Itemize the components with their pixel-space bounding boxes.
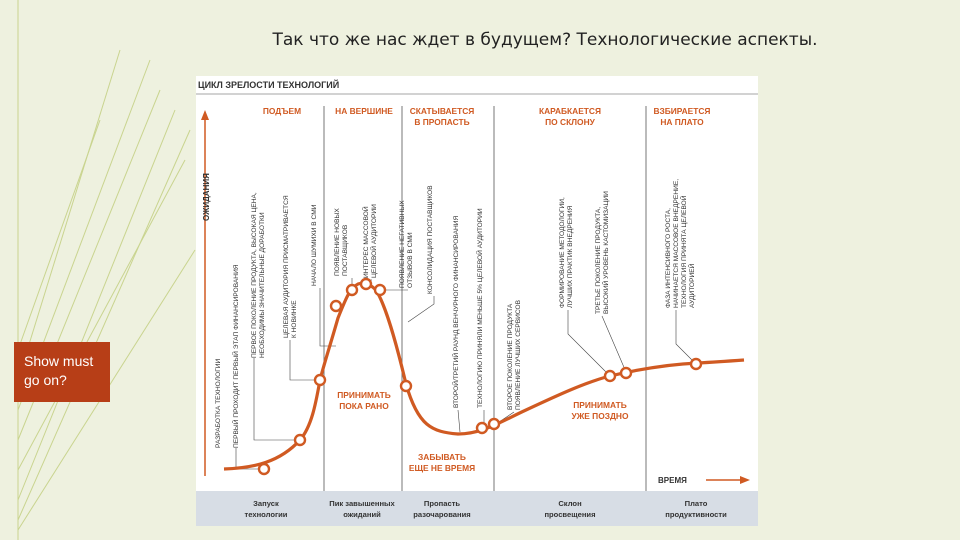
event-label-7b: ОТЗЫВОВ В СМИ <box>407 232 414 288</box>
event-label-2b: НЕОБХОДИМЫ ЗНАЧИТЕЛЬНЫЕ ДОРАБОТКИ <box>259 212 266 358</box>
event-label-11a: ВТОРОЕ ПОКОЛЕНИЕ ПРОДУКТА <box>507 303 514 410</box>
phase-fall-2: В ПРОПАСТЬ <box>414 117 469 127</box>
phase-plateau-1: ВЗБИРАЕТСЯ <box>654 106 711 116</box>
event-label-9: ВТОРОЙ/ТРЕТИЙ РАУНД ВЕНЧУРНОГО ФИНАНСИРО… <box>451 216 460 408</box>
hype-cycle-svg: ЦИКЛ ЗРЕЛОСТИ ТЕХНОЛОГИЙ ПОДЪЕМ НА ВЕРШИ… <box>196 79 758 526</box>
event-label-6a: ИНТЕРЕС МАССОВОЙ <box>361 206 370 278</box>
stage-band <box>196 491 758 526</box>
event-label-13b: ВЫСОКИЙ УРОВЕНЬ КАСТОМИЗАЦИИ <box>601 191 610 314</box>
phase-plateau-2: НА ПЛАТО <box>660 117 704 127</box>
phase-rise: ПОДЪЕМ <box>263 106 301 116</box>
note-not-yet-2: ЕЩЕ НЕ ВРЕМЯ <box>409 463 475 473</box>
stage-3-line2: просвещения <box>544 510 595 519</box>
stage-1-line2: ожиданий <box>343 510 381 519</box>
event-label-13a: ТРЕТЬЕ ПОКОЛЕНИЕ ПРОДУКТА, <box>595 207 602 314</box>
event-label-8: КОНСОЛИДАЦИЯ ПОСТАВЩИКОВ <box>427 185 434 294</box>
event-label-14d: АУДИТОРИЕЙ <box>687 263 696 308</box>
decorative-lines <box>17 0 196 540</box>
stage-3-line1: Склон <box>558 499 582 508</box>
event-label-14a: ФАЗА ИНТЕНСИВНОГО РОСТА, <box>665 208 672 308</box>
event-label-1: ПЕРВЫЙ ПРОХОДИТ ПЕРВЫЙ ЭТАП ФИНАНСИРОВАН… <box>231 264 240 448</box>
stage-2-line1: Пропасть <box>424 499 460 508</box>
event-label-10: ТЕХНОЛОГИЮ ПРИНЯЛИ МЕНЬШЕ 5% ЦЕЛЕВОЙ АУД… <box>475 208 484 408</box>
y-axis-label: ОЖИДАНИЯ <box>202 173 211 221</box>
event-label-4: НАЧАЛО ШУМИХИ В СМИ <box>311 204 318 286</box>
stage-0-line2: технологии <box>245 510 288 519</box>
note-box: Show must go on? <box>14 342 110 402</box>
note-too-early-1: ПРИНИМАТЬ <box>337 390 390 400</box>
event-label-0: РАЗРАБОТКА ТЕХНОЛОГИИ <box>215 358 222 448</box>
event-label-7a: ПОЯВЛЕНИЕ НЕГАТИВНЫХ <box>399 200 406 288</box>
event-label-12b: ЛУЧШИХ ПРАКТИК ВНЕДРЕНИЯ <box>567 205 574 308</box>
stage-1-line1: Пик завышенных <box>329 499 395 508</box>
event-label-14b: НАЧИНАЕТСЯ МАССОВОЕ ВНЕДРЕНИЕ, <box>673 179 680 308</box>
event-labels: РАЗРАБОТКА ТЕХНОЛОГИИ ПЕРВЫЙ ПРОХОДИТ ПЕ… <box>215 179 696 448</box>
hype-cycle-figure: ЦИКЛ ЗРЕЛОСТИ ТЕХНОЛОГИЙ ПОДЪЕМ НА ВЕРШИ… <box>196 76 758 526</box>
note-too-early-2: ПОКА РАНО <box>339 401 389 411</box>
x-axis-label: ВРЕМЯ <box>658 476 687 485</box>
event-label-6b: ЦЕЛЕВОЙ АУДИТОРИИ <box>369 204 378 278</box>
stage-2-line2: разочарования <box>413 510 470 519</box>
figure-title: ЦИКЛ ЗРЕЛОСТИ ТЕХНОЛОГИЙ <box>198 79 339 90</box>
slide-title: Так что же нас ждет в будущем? Технологи… <box>272 30 818 50</box>
event-label-12a: ФОРМИРОВАНИЕ МЕТОДОЛОГИИ, <box>559 197 566 308</box>
event-label-2a: ПЕРВОЕ ПОКОЛЕНИЕ ПРОДУКТА, ВЫСОКАЯ ЦЕНА, <box>251 192 258 358</box>
note-too-late-2: УЖЕ ПОЗДНО <box>571 411 628 421</box>
stage-4-line2: продуктивности <box>665 510 727 519</box>
stage-0-line1: Запуск <box>253 499 279 508</box>
phase-climb-1: КАРАБКАЕТСЯ <box>539 106 601 116</box>
event-label-3b: К НОВИНКЕ <box>291 300 298 338</box>
note-not-yet-1: ЗАБЫВАТЬ <box>418 452 466 462</box>
phase-peak: НА ВЕРШИНЕ <box>335 106 393 116</box>
phase-fall-1: СКАТЫВАЕТСЯ <box>410 106 475 116</box>
event-label-11b: ПОЯВЛЕНИЕ ЛУЧШИХ СЕРВИСОВ <box>515 299 522 410</box>
event-label-5b: ПОСТАВЩИКОВ <box>342 224 349 276</box>
event-label-14c: ТЕХНОЛОГИЯ ПРИНЯТА ЦЕЛЕВОЙ <box>679 195 688 308</box>
stage-4-line1: Плато <box>685 499 708 508</box>
curve-markers <box>257 277 703 476</box>
event-label-5a: ПОЯВЛЕНИЕ НОВЫХ <box>334 208 341 276</box>
event-label-3a: ЦЕЛЕВАЯ АУДИТОРИЯ ПРИСМАТРИВАЕТСЯ <box>283 195 290 338</box>
phase-climb-2: ПО СКЛОНУ <box>545 117 595 127</box>
note-too-late-1: ПРИНИМАТЬ <box>573 400 626 410</box>
